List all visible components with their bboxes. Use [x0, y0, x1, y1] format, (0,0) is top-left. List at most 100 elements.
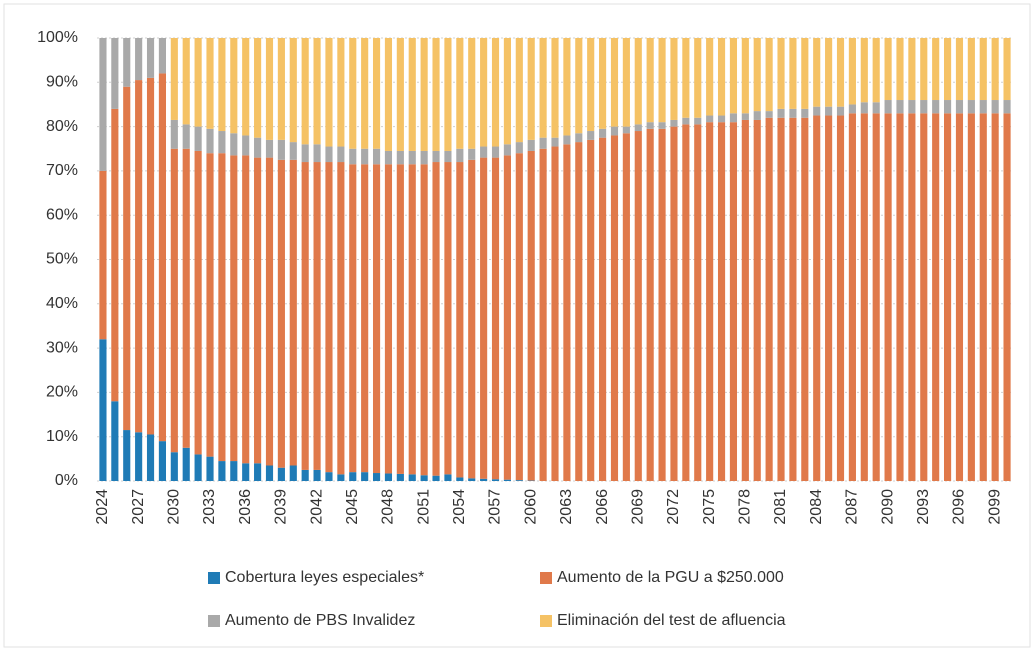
bar-segment	[789, 108, 797, 118]
bar-segment	[289, 159, 297, 466]
bar-segment	[884, 113, 892, 481]
bar-segment	[349, 472, 357, 481]
bar-segment	[456, 38, 464, 149]
x-tick-label: 2084	[808, 489, 825, 525]
bar-segment	[254, 137, 262, 158]
bar-segment	[789, 38, 797, 109]
x-tick-label: 2060	[522, 489, 539, 525]
bar-segment	[206, 456, 214, 481]
bar-segment	[813, 38, 821, 107]
bar-segment	[575, 133, 583, 143]
bar-segment	[658, 122, 666, 129]
bar-segment	[539, 38, 547, 138]
bar-segment	[361, 472, 369, 481]
bar-segment	[634, 131, 642, 481]
bar-segment	[325, 146, 333, 163]
bar-segment	[277, 38, 285, 140]
bar-segment	[420, 38, 428, 151]
bar-segment	[539, 137, 547, 149]
bar-segment	[527, 139, 535, 151]
bar-segment	[682, 124, 690, 481]
bar-segment	[694, 124, 702, 481]
y-tick-label: 100%	[37, 29, 78, 46]
bar-segment	[384, 473, 393, 481]
y-tick-label: 70%	[46, 162, 78, 179]
bar-segment	[265, 157, 274, 466]
y-tick-label: 80%	[46, 118, 78, 135]
x-tick-label: 2093	[915, 489, 932, 525]
bar-segment	[301, 469, 309, 481]
y-tick-label: 50%	[46, 251, 78, 268]
bar-segment	[515, 38, 523, 143]
bar-segment	[515, 153, 523, 481]
bar-segment	[801, 108, 809, 118]
bar-segment	[99, 38, 107, 171]
bar-segment	[777, 38, 785, 109]
bar-segment	[170, 148, 178, 453]
bar-segment	[111, 401, 119, 481]
bar-segment	[337, 146, 345, 163]
bar-segment	[765, 117, 773, 482]
bar-segment	[218, 131, 226, 154]
bar-segment	[503, 479, 511, 481]
bar-segment	[563, 144, 571, 481]
bar-segment	[158, 441, 166, 481]
bar-segment	[432, 38, 440, 151]
bar-segment	[361, 38, 369, 149]
bar-segment	[813, 115, 821, 482]
bar-segment	[575, 38, 583, 134]
y-tick-label: 30%	[46, 339, 78, 356]
bar-segment	[230, 133, 238, 156]
x-tick-label: 2096	[951, 489, 968, 525]
bar-segment	[158, 38, 166, 74]
bar-segment	[848, 104, 856, 114]
bar-segment	[349, 38, 357, 149]
bar-segment	[848, 38, 856, 105]
x-tick-label: 2087	[844, 489, 861, 525]
bar-segment	[682, 117, 690, 125]
bar-segment	[682, 38, 690, 118]
bar-segment	[456, 148, 464, 163]
bar-segment	[361, 164, 369, 473]
legend-label: Eliminación del test de afluencia	[557, 612, 786, 629]
legend-label: Cobertura leyes especiales*	[225, 569, 424, 586]
bar-segment	[349, 164, 357, 473]
bar-segment	[967, 100, 975, 114]
bar-segment	[313, 162, 321, 470]
bar-segment	[503, 144, 511, 156]
bar-segment	[468, 159, 476, 479]
bar-segment	[1003, 113, 1011, 481]
bar-segment	[194, 454, 202, 481]
bar-segment	[825, 38, 833, 107]
bar-segment	[622, 133, 630, 481]
bar-segment	[515, 480, 523, 481]
bar-segment	[694, 117, 702, 125]
bar-segment	[111, 38, 119, 109]
x-tick-label: 2039	[273, 489, 290, 525]
bar-segment	[610, 135, 619, 481]
bar-segment	[872, 102, 880, 114]
bar-segment	[515, 142, 523, 154]
bar-segment	[646, 38, 654, 123]
bar-segment	[944, 113, 952, 481]
bar-segment	[991, 38, 999, 101]
y-tick-label: 60%	[46, 206, 78, 223]
bar-segment	[896, 100, 904, 114]
bar-segment	[254, 463, 262, 481]
bar-segment	[539, 148, 547, 481]
bar-segment	[836, 38, 845, 107]
bar-segment	[372, 473, 381, 481]
bar-segment	[384, 38, 393, 151]
bar-segment	[646, 128, 654, 481]
bar-segment	[717, 115, 726, 123]
x-tick-label: 2072	[665, 489, 682, 525]
bar-segment	[896, 38, 904, 101]
bar-segment	[265, 139, 274, 158]
bar-segment	[801, 38, 809, 109]
x-tick-label: 2033	[201, 489, 218, 525]
bar-segment	[706, 122, 714, 482]
bar-segment	[194, 38, 202, 127]
bar-segment	[908, 100, 916, 114]
bar-segment	[551, 38, 559, 138]
x-tick-label: 2069	[629, 489, 646, 525]
